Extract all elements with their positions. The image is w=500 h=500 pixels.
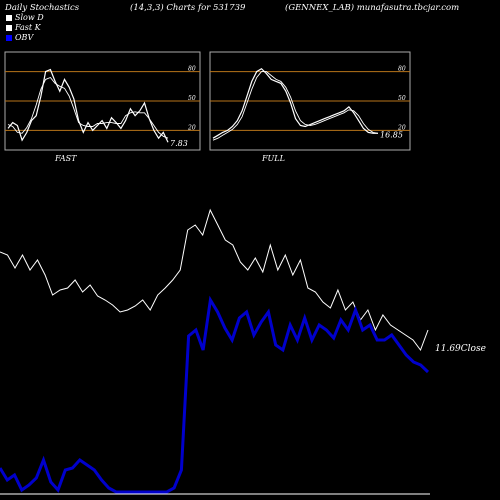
fast-level-label-50: 50 [188,95,196,102]
legend-swatch [6,25,12,31]
legend-label: Fast K [15,23,41,32]
fast-level-label-20: 20 [187,124,196,131]
header-center: (14,3,3) Charts for 531739 [130,3,246,13]
full-level-label-50: 50 [398,95,406,102]
full-last-value-label: 16.85 [380,130,403,139]
full-series-slow-d-line [212,71,379,141]
fast-series-fast-k-line [7,68,169,143]
obv-series-line [0,295,430,494]
full-level-label-20: 20 [397,124,406,131]
full-level-label-80: 80 [398,66,406,73]
full-series-fast-k-line [212,67,378,139]
fast-last-value-label: 7.83 [170,139,188,148]
legend-slow-d: Slow D [6,13,44,22]
fast-level-label-80: 80 [188,66,196,73]
legend-label: Slow D [15,13,44,22]
legend-swatch [6,35,12,41]
fast-series-slow-d-line [7,76,169,139]
legend-swatch [6,15,12,21]
header-right: (GENNEX_LAB) munafasutra.tbcjar.com [285,3,460,13]
legend-fast-k: Fast K [6,23,41,32]
legend-label: OBV [15,33,34,42]
close-last-value-label: 11.69Close [435,344,486,354]
fast-panel-title: FAST [54,154,77,163]
full-panel-title: FULL [261,154,285,163]
legend-obv: OBV [6,33,33,42]
header-left: Daily Stochastics [5,3,80,13]
